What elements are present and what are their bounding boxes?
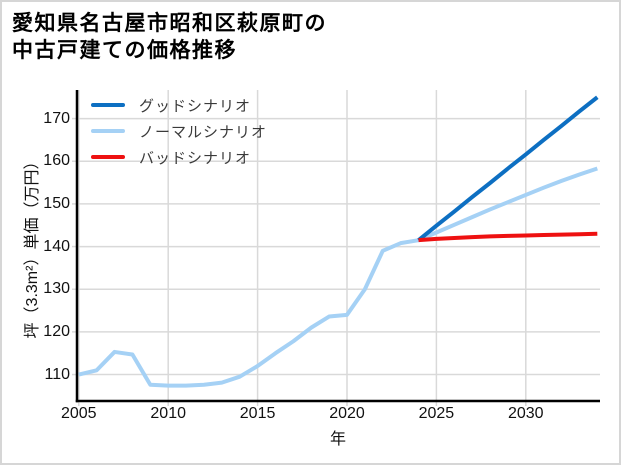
legend-item-label: グッドシナリオ bbox=[139, 97, 252, 115]
series-line-グッドシナリオ bbox=[417, 95, 599, 242]
chart-title-line1: 愛知県名古屋市昭和区萩原町の bbox=[12, 12, 327, 35]
legend: グッドシナリオ ノーマルシナリオ バッドシナリオ bbox=[91, 92, 267, 170]
y-axis-title: 坪（3.3m²）単価（万円） bbox=[24, 153, 41, 339]
chart-title-line2: 中古戸建ての価格推移 bbox=[12, 39, 237, 62]
x-axis-title: 年 bbox=[329, 431, 346, 448]
legend-item: バッドシナリオ bbox=[91, 144, 267, 170]
legend-item: ノーマルシナリオ bbox=[91, 118, 267, 144]
legend-line-swatch bbox=[91, 129, 125, 133]
series-line-ノーマルシナリオ bbox=[78, 166, 598, 388]
legend-line-swatch bbox=[91, 155, 125, 159]
series-line-バッドシナリオ bbox=[418, 231, 598, 243]
chart-title: 愛知県名古屋市昭和区萩原町の 中古戸建ての価格推移 bbox=[12, 10, 327, 64]
legend-line-swatch bbox=[91, 103, 125, 107]
legend-item-label: バッドシナリオ bbox=[139, 149, 252, 167]
legend-item-label: ノーマルシナリオ bbox=[139, 123, 268, 141]
legend-item: グッドシナリオ bbox=[91, 92, 267, 118]
